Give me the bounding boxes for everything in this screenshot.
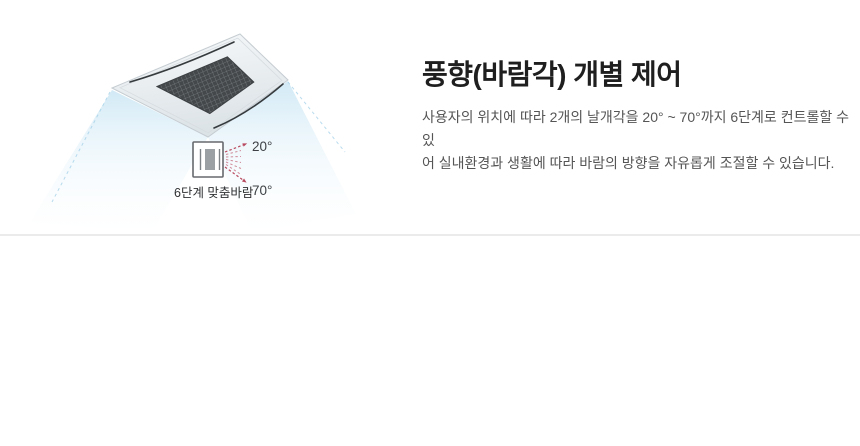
panel-grille xyxy=(155,56,255,115)
section-body-wind: 사용자의 위치에 따라 2개의 날개각을 20° ~ 70°까지 6단계로 컨트… xyxy=(422,106,852,175)
angle-fan-arrows xyxy=(224,143,248,183)
angle-label-20: 20° xyxy=(252,139,272,154)
body-line: 어 실내환경과 생활에 따라 바람의 방향을 자유롭게 조절할 수 있습니다. xyxy=(422,155,835,171)
section-wind-direction: 20° 70° 6단계 맞춤바람 풍향(바람각) 개별 제어 사용자의 위치에 … xyxy=(30,33,852,233)
airflow-beam-left xyxy=(30,90,208,233)
vent-slat-center xyxy=(205,149,215,170)
beam-edge-dash-right xyxy=(287,81,346,153)
wind-direction-copy: 풍향(바람각) 개별 제어 사용자의 위치에 따라 2개의 날개각을 20° ~… xyxy=(422,58,852,175)
vane-arc-left xyxy=(129,41,235,83)
section-title-wind: 풍향(바람각) 개별 제어 xyxy=(422,59,682,90)
body-line: 사용자의 위치에 따라 2개의 날개각을 20° ~ 70°까지 6단계로 컨트… xyxy=(422,109,849,148)
vent-angle-diagram: 20° 70° 6단계 맞춤바람 xyxy=(174,139,272,200)
section-ceiling-height: 천장 높이에 따른풍량제어 기능 실내기 팬 위상제어 알고리즘 적용으로천장 … xyxy=(0,236,860,446)
ac-unit-figure: 20° 70° 6단계 맞춤바람 xyxy=(30,33,356,233)
airflow-beam-right xyxy=(208,81,356,233)
section-divider xyxy=(0,234,860,236)
panel-inner-line xyxy=(119,37,283,134)
angle-label-70: 70° xyxy=(252,183,272,198)
beam-edge-dash-left xyxy=(51,91,111,203)
vane-arc-right xyxy=(213,83,284,129)
diagram-caption: 6단계 맞춤바람 xyxy=(174,186,254,200)
